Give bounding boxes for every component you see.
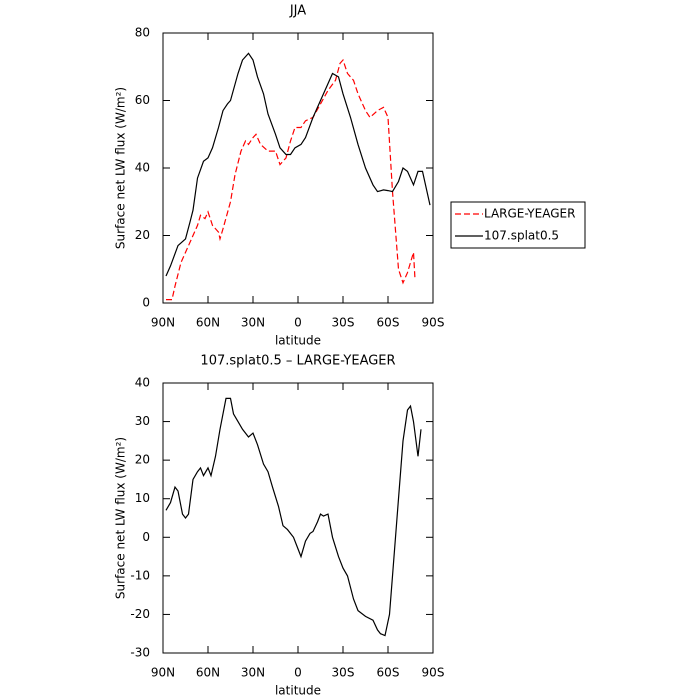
x-tick-label: 90N (151, 666, 175, 680)
y-tick-label: 10 (135, 491, 150, 505)
x-tick-label: 60S (377, 316, 400, 330)
x-axis-label: latitude (275, 684, 321, 698)
x-tick-label: 30S (332, 666, 355, 680)
x-tick-label: 60N (196, 316, 220, 330)
x-tick-label: 30S (332, 316, 355, 330)
y-tick-label: 40 (135, 376, 150, 390)
chart-title: 107.splat0.5 – LARGE-YEAGER (200, 354, 395, 369)
y-tick-label: 20 (135, 228, 150, 242)
y-tick-label: 40 (135, 161, 150, 175)
x-tick-label: 0 (294, 666, 302, 680)
chart-title: JJA (289, 4, 306, 19)
y-tick-label: 60 (135, 93, 150, 107)
legend-box (450, 201, 586, 249)
y-tick-label: 0 (142, 530, 150, 544)
data-line (165, 397, 422, 637)
data-line (166, 58, 416, 301)
y-tick-label: 0 (142, 296, 150, 310)
x-tick-label: 60N (196, 666, 220, 680)
x-tick-label: 30N (241, 316, 265, 330)
x-tick-label: 90S (422, 666, 445, 680)
y-tick-label: -20 (130, 607, 150, 621)
x-tick-label: 90N (151, 316, 175, 330)
x-axis-label: latitude (275, 334, 321, 348)
y-axis-label: Surface net LW flux (W/m²) (114, 87, 128, 249)
y-tick-label: 30 (135, 414, 150, 428)
y-tick-label: 20 (135, 453, 150, 467)
y-axis-label: Surface net LW flux (W/m²) (114, 437, 128, 599)
legend-label: 107.splat0.5 (484, 229, 559, 243)
x-tick-label: 60S (377, 666, 400, 680)
x-tick-label: 90S (422, 316, 445, 330)
plot-frame (162, 382, 434, 654)
legend-label: LARGE-YEAGER (484, 207, 575, 221)
data-line (165, 52, 431, 277)
y-tick-label: 80 (135, 26, 150, 40)
plot-frame (162, 32, 434, 304)
x-tick-label: 30N (241, 666, 265, 680)
y-tick-label: -30 (130, 646, 150, 660)
x-tick-label: 0 (294, 316, 302, 330)
y-tick-label: -10 (130, 568, 150, 582)
